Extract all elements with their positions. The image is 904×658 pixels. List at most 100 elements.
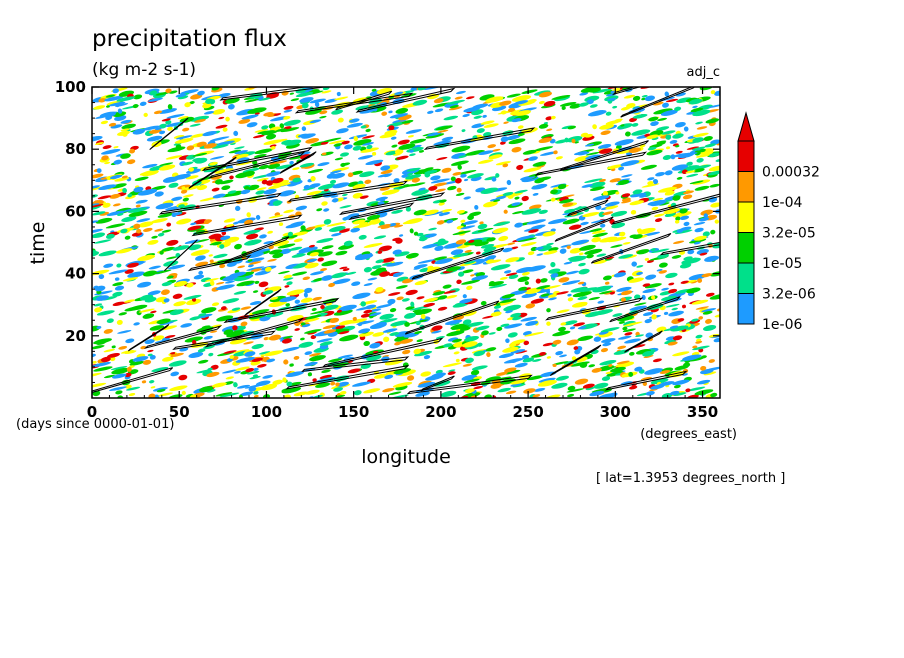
precip-cell	[247, 107, 267, 114]
precip-cell	[464, 178, 469, 182]
precip-cell	[644, 318, 653, 324]
precip-cell	[686, 287, 701, 294]
precip-cell	[159, 250, 164, 255]
precip-cell	[581, 184, 593, 188]
precip-cell	[611, 168, 616, 172]
precip-cell	[167, 146, 186, 153]
precip-cell	[579, 362, 588, 368]
precip-cell	[611, 222, 626, 229]
precip-cell	[584, 248, 603, 255]
precip-cell	[459, 298, 473, 304]
precip-cell	[268, 214, 284, 219]
precip-cell	[669, 325, 679, 329]
precip-cell	[275, 164, 293, 170]
precip-cell	[455, 192, 465, 196]
precip-cell	[296, 262, 308, 268]
precip-cell	[349, 118, 360, 123]
precip-cell	[672, 133, 684, 139]
precip-cell	[498, 235, 509, 242]
precip-cell	[709, 152, 720, 157]
precip-cell	[486, 255, 497, 260]
precip-cell	[222, 298, 240, 304]
precip-cell	[694, 227, 704, 233]
precip-cell	[631, 261, 637, 267]
precip-cell	[294, 328, 300, 331]
precip-cell	[219, 179, 234, 185]
precip-cell	[548, 297, 557, 301]
precip-cell	[661, 393, 673, 398]
precip-cell	[610, 210, 628, 217]
precip-cell	[546, 308, 551, 313]
precip-cell	[348, 134, 368, 140]
precip-cell	[402, 220, 413, 225]
precip-cell	[424, 233, 437, 238]
colorbar-segment	[737, 293, 755, 325]
precip-cell	[154, 339, 169, 344]
precip-cell	[506, 179, 512, 186]
precip-cell	[572, 291, 592, 298]
precip-cell	[106, 318, 114, 323]
precip-cell	[253, 367, 259, 371]
precip-cell	[487, 144, 497, 149]
precip-cell	[523, 167, 542, 173]
precip-cell	[473, 350, 486, 357]
precip-cell	[318, 251, 333, 257]
precip-cell	[522, 357, 535, 363]
precip-cell	[629, 117, 637, 123]
precip-cell	[102, 202, 111, 208]
precip-cell	[373, 235, 387, 240]
precip-cell	[644, 368, 664, 375]
precip-cell	[156, 318, 171, 325]
precip-cell	[377, 250, 383, 254]
precip-cell	[511, 202, 521, 206]
precip-cell	[659, 370, 671, 374]
precip-cell	[244, 239, 262, 246]
precip-cell	[451, 325, 470, 330]
precip-cell	[352, 381, 371, 387]
precip-cell	[578, 102, 589, 107]
precip-cell	[495, 173, 500, 178]
precip-cell	[548, 268, 561, 274]
precip-cell	[515, 350, 528, 354]
precip-cell	[103, 348, 116, 353]
precip-cell	[538, 351, 547, 356]
precip-cell	[269, 334, 281, 341]
precip-cell	[605, 205, 619, 210]
precip-cell	[524, 281, 529, 286]
precip-cell	[615, 361, 635, 368]
precip-cell	[96, 326, 102, 329]
precip-cell	[110, 365, 128, 371]
precip-cell	[336, 309, 342, 313]
precip-cell	[246, 212, 251, 218]
y-axis-label: time	[27, 222, 49, 265]
precip-cell	[147, 290, 161, 296]
precip-cell	[661, 130, 676, 135]
precip-cell	[410, 301, 415, 307]
precip-cell	[516, 164, 524, 170]
precip-cell	[573, 346, 579, 351]
precip-cell	[420, 371, 432, 377]
precip-cell	[474, 241, 489, 247]
precip-cell	[451, 145, 471, 153]
precip-cell	[687, 249, 695, 255]
precip-cell	[339, 205, 352, 209]
precip-cell	[617, 179, 630, 185]
precip-cell	[652, 358, 662, 363]
precip-cell	[142, 359, 152, 365]
precip-cell	[483, 246, 497, 252]
precip-cell	[498, 353, 514, 359]
precip-cell	[322, 324, 336, 330]
precip-cell	[652, 101, 664, 106]
precip-cell	[550, 228, 556, 232]
precip-cell	[413, 209, 427, 216]
precip-cell	[114, 177, 130, 182]
precip-cell	[181, 185, 201, 191]
precip-cell	[263, 112, 274, 117]
precip-cell	[170, 352, 184, 357]
precip-cell	[92, 203, 100, 207]
precip-cell	[617, 345, 627, 350]
precip-cell	[287, 234, 298, 239]
precip-cell	[460, 219, 466, 223]
precip-cell	[309, 98, 326, 104]
